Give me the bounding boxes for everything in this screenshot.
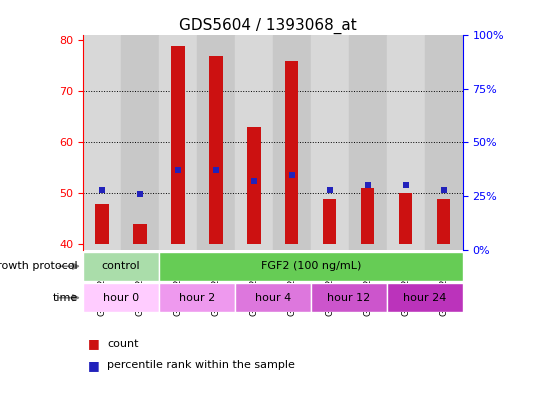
Bar xyxy=(133,224,147,244)
Bar xyxy=(273,35,311,250)
Text: count: count xyxy=(107,339,139,349)
Bar xyxy=(425,35,463,250)
Bar xyxy=(235,283,311,312)
Bar xyxy=(159,252,463,281)
Text: GDS5604 / 1393068_at: GDS5604 / 1393068_at xyxy=(179,18,356,34)
Text: hour 24: hour 24 xyxy=(403,293,447,303)
Bar xyxy=(361,188,374,244)
Bar xyxy=(83,35,121,250)
Point xyxy=(249,178,258,184)
Text: hour 12: hour 12 xyxy=(327,293,370,303)
Bar xyxy=(209,56,223,244)
Point xyxy=(364,182,372,188)
Bar xyxy=(311,35,349,250)
Bar xyxy=(437,198,450,244)
Point xyxy=(325,186,334,193)
Text: hour 0: hour 0 xyxy=(103,293,139,303)
Text: hour 2: hour 2 xyxy=(179,293,215,303)
Point xyxy=(173,167,182,173)
Text: growth protocol: growth protocol xyxy=(0,261,78,271)
Bar xyxy=(387,283,463,312)
Point xyxy=(135,191,144,197)
Bar xyxy=(235,35,273,250)
Bar xyxy=(247,127,261,244)
Point xyxy=(97,186,106,193)
Bar xyxy=(323,198,337,244)
Text: time: time xyxy=(52,293,78,303)
Bar xyxy=(197,35,235,250)
Point xyxy=(288,171,296,178)
Bar xyxy=(171,46,185,244)
Bar xyxy=(121,35,159,250)
Text: ■: ■ xyxy=(88,359,100,372)
Point xyxy=(212,167,220,173)
Bar xyxy=(159,283,235,312)
Text: ■: ■ xyxy=(88,337,100,351)
Bar xyxy=(159,35,197,250)
Bar xyxy=(349,35,387,250)
Point xyxy=(401,182,410,188)
Text: hour 4: hour 4 xyxy=(255,293,291,303)
Bar xyxy=(311,283,387,312)
Bar xyxy=(399,193,412,244)
Bar xyxy=(95,204,109,244)
Text: percentile rank within the sample: percentile rank within the sample xyxy=(107,360,295,371)
Text: FGF2 (100 ng/mL): FGF2 (100 ng/mL) xyxy=(261,261,361,271)
Bar xyxy=(83,252,159,281)
Bar xyxy=(285,61,299,244)
Point xyxy=(440,186,448,193)
Text: control: control xyxy=(102,261,140,271)
Bar xyxy=(387,35,425,250)
Bar xyxy=(83,283,159,312)
